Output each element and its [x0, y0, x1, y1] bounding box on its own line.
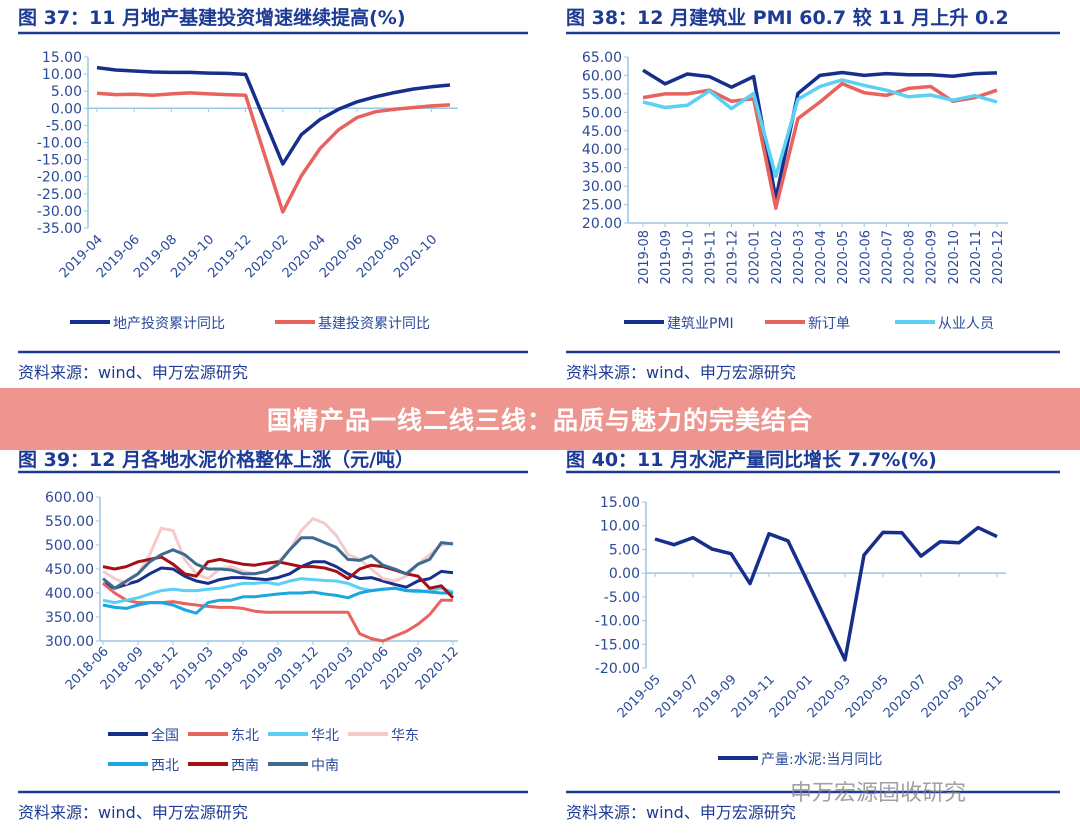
- source-note: 资料来源：wind、申万宏源研究: [566, 363, 796, 382]
- y-tick-label: 10.00: [42, 67, 82, 83]
- x-tick-label: 2020-11: [969, 230, 984, 284]
- x-tick-label: 2020-05: [836, 230, 851, 284]
- y-tick-label: 20.00: [582, 216, 622, 232]
- y-tick-label: 450.00: [45, 562, 94, 578]
- x-tick-label: 2019-08: [637, 230, 652, 284]
- y-tick-label: 400.00: [45, 586, 94, 602]
- y-tick-label: -25.00: [37, 187, 82, 203]
- y-tick-label: -5.00: [604, 590, 640, 606]
- y-tick-label: 45.00: [582, 124, 622, 140]
- source-note: 资料来源：wind、申万宏源研究: [18, 363, 248, 382]
- x-tick-label: 2019-10: [681, 230, 696, 284]
- x-tick-label: 2020-02: [770, 230, 785, 284]
- chart-title: 图 37：11 月地产基建投资增速继续提高(%): [18, 6, 406, 29]
- legend-label: 西北: [151, 758, 179, 774]
- series-line-7: [102, 536, 454, 590]
- x-tick-label: 2019-11: [703, 230, 718, 284]
- x-tick-label: 2019-12: [726, 230, 741, 284]
- x-tick-label: 2020-10: [947, 230, 962, 284]
- overlay-banner: 国精产品一线二线三线：品质与魅力的完美结合: [0, 388, 1080, 450]
- y-tick-label: -10.00: [37, 136, 82, 152]
- legend-label: 西南: [231, 758, 259, 774]
- y-tick-label: -35.00: [37, 221, 82, 237]
- y-tick-label: 55.00: [582, 87, 622, 103]
- x-tick-label: 2020-12: [991, 230, 1006, 284]
- legend-label: 基建投资累计同比: [318, 315, 430, 332]
- x-tick-label: 2019-09: [659, 230, 674, 284]
- chart-title: 图 40：11 月水泥产量同比增长 7.7%(%): [566, 448, 937, 471]
- legend-label: 全国: [151, 727, 179, 744]
- series-line-4: [102, 517, 454, 585]
- y-tick-label: 0.00: [51, 101, 82, 117]
- legend-label: 中南: [311, 758, 339, 774]
- y-tick-label: -20.00: [37, 170, 82, 186]
- source-note: 资料来源：wind、申万宏源研究: [18, 803, 248, 822]
- series-line-1: [654, 525, 998, 662]
- y-tick-label: 350.00: [45, 610, 94, 626]
- legend-label: 产量:水泥:当月同比: [761, 752, 882, 768]
- x-tick-label: 2020-08: [903, 230, 918, 284]
- y-tick-label: -5.00: [46, 118, 82, 134]
- y-tick-label: 15.00: [600, 495, 640, 511]
- y-tick-label: 300.00: [45, 634, 94, 650]
- y-tick-label: -20.00: [595, 661, 640, 677]
- legend-label: 新订单: [808, 316, 850, 332]
- y-tick-label: -15.00: [37, 153, 82, 169]
- chart-title: 图 39：12 月各地水泥价格整体上涨（元/吨）: [18, 448, 414, 471]
- x-tick-label: 2020-09: [925, 230, 940, 284]
- y-tick-label: -10.00: [595, 614, 640, 630]
- series-line-2: [96, 91, 451, 214]
- chart-4: 图 40：11 月水泥产量同比增长 7.7%(%) 资料来源：wind、申万宏源研…: [566, 448, 1060, 822]
- y-tick-label: 30.00: [582, 179, 622, 195]
- chart-title: 图 38：12 月建筑业 PMI 60.7 较 11 月上升 0.2: [566, 6, 1009, 29]
- legend-label: 东北: [231, 728, 259, 744]
- y-tick-label: 25.00: [582, 198, 622, 214]
- series-line-1: [642, 68, 998, 201]
- y-tick-label: -30.00: [37, 204, 82, 220]
- y-tick-label: 10.00: [600, 519, 640, 535]
- legend-label: 从业人员: [938, 316, 994, 332]
- series-line-2: [642, 81, 998, 210]
- y-tick-label: 5.00: [51, 84, 82, 100]
- y-tick-label: 500.00: [45, 538, 94, 554]
- x-tick-label: 2020-04: [814, 230, 829, 284]
- y-tick-label: 65.00: [582, 50, 622, 66]
- x-tick-label: 2020-01: [748, 230, 763, 284]
- series-line-1: [96, 65, 451, 166]
- y-tick-label: 0.00: [609, 566, 640, 582]
- chart-1: 图 37：11 月地产基建投资增速继续提高(%) 资料来源：wind、申万宏源研究…: [18, 6, 528, 382]
- y-tick-label: 60.00: [582, 68, 622, 84]
- legend-label: 地产投资累计同比: [113, 316, 225, 332]
- legend-label: 华东: [391, 728, 419, 744]
- watermark: 申万宏源固收研究: [790, 781, 967, 806]
- y-tick-label: 600.00: [45, 490, 94, 506]
- y-tick-label: 5.00: [609, 542, 640, 558]
- chart-2: 图 38：12 月建筑业 PMI 60.7 较 11 月上升 0.2 资料来源：w…: [566, 6, 1060, 382]
- chart-3: 图 39：12 月各地水泥价格整体上涨（元/吨） 资料来源：wind、申万宏源研究…: [18, 448, 528, 822]
- x-tick-label: 2020-07: [880, 230, 895, 284]
- source-note: 资料来源：wind、申万宏源研究: [566, 803, 796, 822]
- x-tick-label: 2020-03: [792, 230, 807, 284]
- legend-label: 建筑业PMI: [667, 316, 734, 332]
- y-tick-label: 15.00: [42, 50, 82, 66]
- y-tick-label: 35.00: [582, 161, 622, 177]
- y-tick-label: 50.00: [582, 105, 622, 121]
- x-tick-label: 2020-06: [858, 230, 873, 284]
- y-tick-label: -15.00: [595, 637, 640, 653]
- y-tick-label: 550.00: [45, 514, 94, 530]
- y-tick-label: 40.00: [582, 142, 622, 158]
- legend-label: 华北: [311, 728, 339, 744]
